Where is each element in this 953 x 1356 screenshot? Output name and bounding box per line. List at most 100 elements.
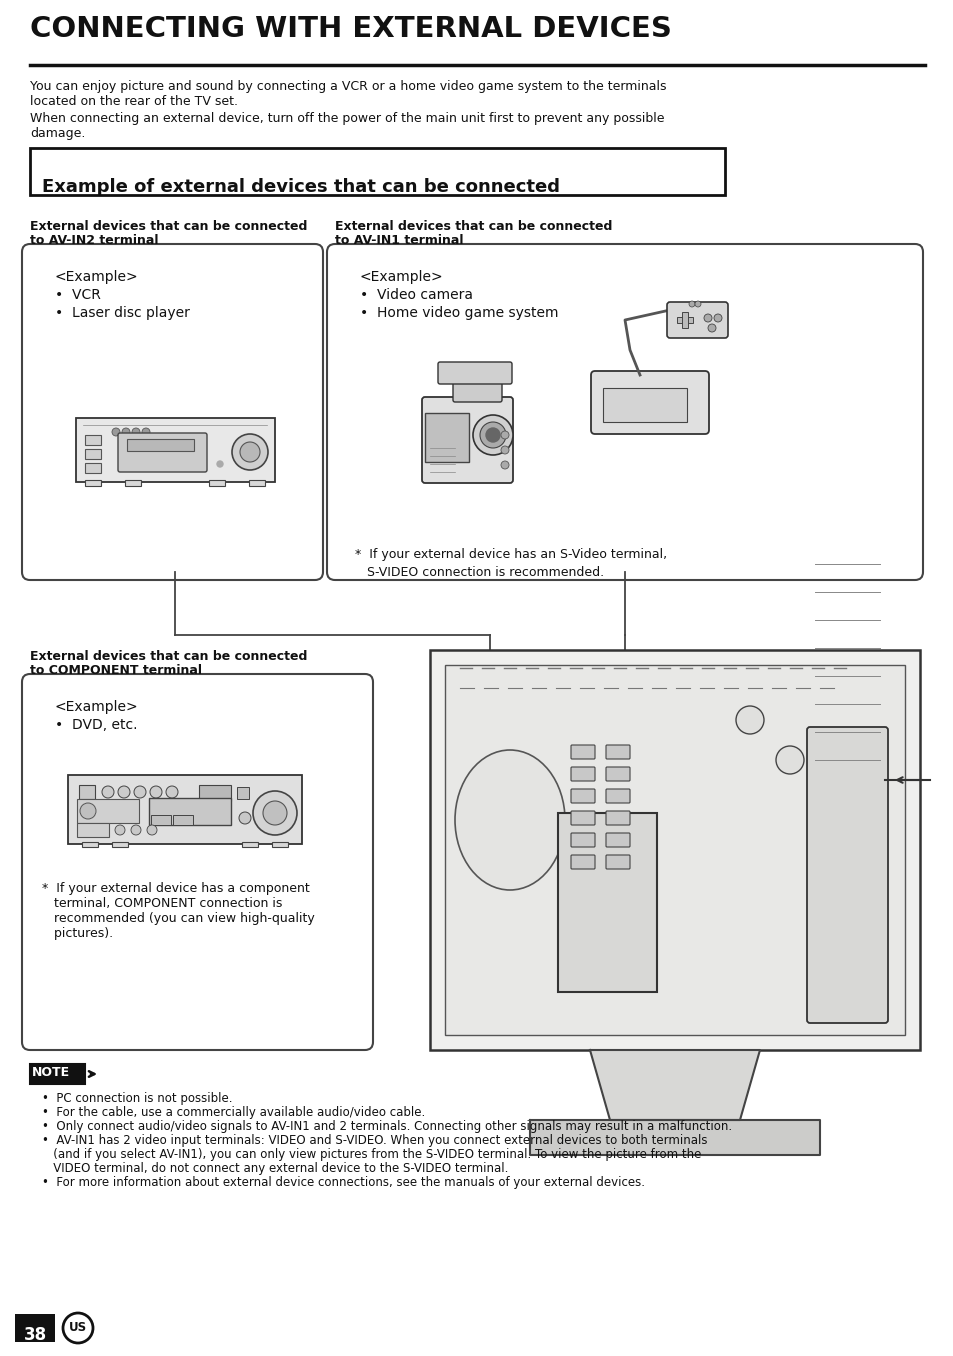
FancyBboxPatch shape <box>571 811 595 824</box>
Text: <Example>: <Example> <box>55 270 138 283</box>
FancyBboxPatch shape <box>172 815 193 824</box>
FancyBboxPatch shape <box>79 785 95 799</box>
FancyBboxPatch shape <box>605 833 629 848</box>
Circle shape <box>147 824 157 835</box>
Text: External devices that can be connected: External devices that can be connected <box>335 220 612 233</box>
FancyBboxPatch shape <box>22 244 323 580</box>
Text: CONNECTING WITH EXTERNAL DEVICES: CONNECTING WITH EXTERNAL DEVICES <box>30 15 671 43</box>
Circle shape <box>263 801 287 824</box>
Polygon shape <box>430 650 919 1050</box>
FancyBboxPatch shape <box>453 380 501 401</box>
FancyBboxPatch shape <box>209 480 225 485</box>
Circle shape <box>63 1313 92 1342</box>
Text: •  DVD, etc.: • DVD, etc. <box>55 717 137 732</box>
Polygon shape <box>530 1120 820 1155</box>
FancyBboxPatch shape <box>605 789 629 803</box>
Circle shape <box>775 746 803 774</box>
FancyBboxPatch shape <box>127 439 193 452</box>
FancyBboxPatch shape <box>571 789 595 803</box>
Circle shape <box>240 442 260 462</box>
Circle shape <box>688 301 695 306</box>
Circle shape <box>112 428 120 437</box>
Text: to AV-IN1 terminal: to AV-IN1 terminal <box>335 235 463 247</box>
Text: You can enjoy picture and sound by connecting a VCR or a home video game system : You can enjoy picture and sound by conne… <box>30 80 666 94</box>
Text: pictures).: pictures). <box>42 928 113 940</box>
Text: •  AV-IN1 has 2 video input terminals: VIDEO and S-VIDEO. When you connect exter: • AV-IN1 has 2 video input terminals: VI… <box>42 1134 707 1147</box>
Text: •  Laser disc player: • Laser disc player <box>55 306 190 320</box>
Text: US: US <box>69 1321 87 1334</box>
Text: recommended (you can view high-quality: recommended (you can view high-quality <box>42 913 314 925</box>
Circle shape <box>132 428 140 437</box>
FancyBboxPatch shape <box>77 823 109 837</box>
FancyBboxPatch shape <box>666 302 727 338</box>
Circle shape <box>80 803 96 819</box>
Text: •  Home video game system: • Home video game system <box>359 306 558 320</box>
Circle shape <box>239 812 251 824</box>
Circle shape <box>473 415 513 456</box>
Circle shape <box>122 428 130 437</box>
FancyBboxPatch shape <box>68 776 302 843</box>
Text: <Example>: <Example> <box>359 270 443 283</box>
Text: damage.: damage. <box>30 127 85 140</box>
Circle shape <box>703 315 711 321</box>
Circle shape <box>713 315 721 321</box>
Circle shape <box>500 461 509 469</box>
Text: <Example>: <Example> <box>55 700 138 715</box>
FancyBboxPatch shape <box>85 462 101 473</box>
FancyBboxPatch shape <box>149 797 231 824</box>
FancyBboxPatch shape <box>112 842 128 848</box>
Text: to COMPONENT terminal: to COMPONENT terminal <box>30 664 202 677</box>
Text: •  VCR: • VCR <box>55 287 101 302</box>
Text: located on the rear of the TV set.: located on the rear of the TV set. <box>30 95 237 108</box>
Circle shape <box>253 791 296 835</box>
FancyBboxPatch shape <box>85 449 101 458</box>
FancyBboxPatch shape <box>602 388 686 422</box>
Text: Example of external devices that can be connected: Example of external devices that can be … <box>42 178 559 197</box>
FancyBboxPatch shape <box>15 1314 55 1342</box>
Text: •  PC connection is not possible.: • PC connection is not possible. <box>42 1092 233 1105</box>
FancyBboxPatch shape <box>272 842 288 848</box>
Circle shape <box>500 431 509 439</box>
FancyBboxPatch shape <box>681 312 687 328</box>
FancyBboxPatch shape <box>806 727 887 1022</box>
FancyBboxPatch shape <box>571 856 595 869</box>
FancyBboxPatch shape <box>249 480 265 485</box>
Text: External devices that can be connected: External devices that can be connected <box>30 650 307 663</box>
Text: •  For the cable, use a commercially available audio/video cable.: • For the cable, use a commercially avai… <box>42 1106 425 1119</box>
Circle shape <box>735 706 763 734</box>
FancyBboxPatch shape <box>77 799 139 823</box>
FancyBboxPatch shape <box>605 744 629 759</box>
FancyBboxPatch shape <box>82 842 98 848</box>
FancyBboxPatch shape <box>30 1064 85 1083</box>
FancyBboxPatch shape <box>571 767 595 781</box>
FancyBboxPatch shape <box>558 814 657 993</box>
FancyBboxPatch shape <box>236 786 249 799</box>
Text: *  If your external device has a component: * If your external device has a componen… <box>42 881 310 895</box>
FancyBboxPatch shape <box>605 856 629 869</box>
Text: •  For more information about external device connections, see the manuals of yo: • For more information about external de… <box>42 1176 644 1189</box>
Circle shape <box>133 786 146 797</box>
Polygon shape <box>444 664 904 1035</box>
FancyBboxPatch shape <box>327 244 923 580</box>
FancyBboxPatch shape <box>118 433 207 472</box>
Circle shape <box>216 461 223 466</box>
Circle shape <box>118 786 130 797</box>
Circle shape <box>695 301 700 306</box>
Circle shape <box>485 428 499 442</box>
FancyBboxPatch shape <box>421 397 513 483</box>
FancyBboxPatch shape <box>424 414 469 462</box>
FancyBboxPatch shape <box>199 785 231 801</box>
Circle shape <box>232 434 268 471</box>
FancyBboxPatch shape <box>242 842 257 848</box>
FancyBboxPatch shape <box>605 767 629 781</box>
FancyBboxPatch shape <box>605 811 629 824</box>
FancyBboxPatch shape <box>677 317 692 323</box>
FancyBboxPatch shape <box>76 418 274 481</box>
Circle shape <box>500 446 509 454</box>
Text: to AV-IN2 terminal: to AV-IN2 terminal <box>30 235 158 247</box>
Text: External devices that can be connected: External devices that can be connected <box>30 220 307 233</box>
Circle shape <box>479 422 505 447</box>
Circle shape <box>102 786 113 797</box>
FancyBboxPatch shape <box>571 744 595 759</box>
Circle shape <box>150 786 162 797</box>
